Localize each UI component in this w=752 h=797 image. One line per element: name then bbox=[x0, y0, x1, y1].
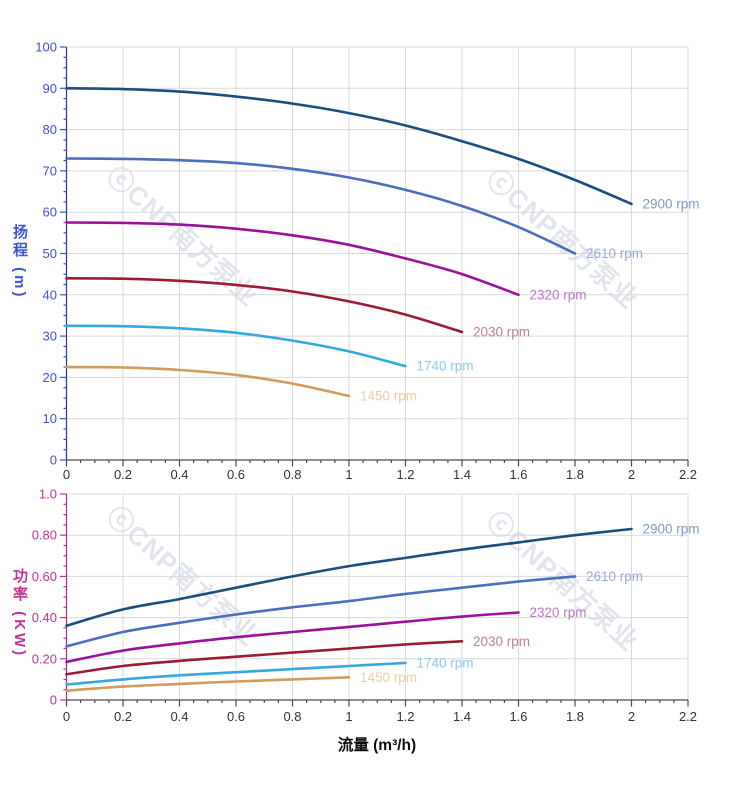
curve-head-2320-rpm bbox=[65, 221, 520, 297]
x-tick-label: 1 bbox=[345, 709, 352, 724]
curve-power-2030-rpm bbox=[65, 640, 464, 676]
x-tick-label: 2 bbox=[628, 709, 635, 724]
y-tick-label: 70 bbox=[43, 163, 57, 178]
y-tick-label: 100 bbox=[35, 40, 57, 55]
power-y-tick-labels: 0 0.20 0.40 0.60 0.80 1.0 bbox=[32, 487, 57, 708]
series-label-power-2610-rpm: 2610 rpm bbox=[586, 569, 643, 584]
head-y-axis-title: 扬程 (m) bbox=[11, 224, 28, 300]
power-gridlines bbox=[66, 493, 689, 700]
head-y-axis bbox=[60, 46, 68, 461]
curve-power-2320-rpm bbox=[65, 611, 520, 664]
curve-head-2030-rpm bbox=[65, 277, 464, 334]
curve-power-2900-rpm bbox=[65, 527, 633, 628]
series-label-power-1740-rpm: 1740 rpm bbox=[417, 655, 474, 670]
power-x-tick-labels: 0 0.2 0.4 0.6 0.8 1 1.2 1.4 1.6 1.8 2 2.2 bbox=[63, 709, 697, 724]
y-tick-label: 0.40 bbox=[32, 610, 57, 625]
y-tick-label: 10 bbox=[43, 411, 57, 426]
x-tick-label: 0.2 bbox=[114, 709, 132, 724]
x-tick-label: 0 bbox=[63, 467, 70, 482]
x-tick-label: 2.2 bbox=[679, 467, 697, 482]
x-tick-label: 1.4 bbox=[453, 467, 471, 482]
power-x-axis bbox=[65, 699, 689, 707]
y-tick-label: 0.80 bbox=[32, 528, 57, 543]
x-tick-label: 0.8 bbox=[283, 709, 301, 724]
x-axis-title: 流量 (m³/h) bbox=[337, 737, 417, 754]
x-tick-label: 0.4 bbox=[170, 467, 188, 482]
power-y-axis-title: 功率 (KW) bbox=[11, 568, 28, 659]
curve-power-1450-rpm bbox=[65, 676, 351, 692]
x-tick-label: 1.2 bbox=[396, 709, 414, 724]
curve-power-1740-rpm bbox=[65, 661, 407, 686]
y-tick-label: 50 bbox=[43, 246, 57, 261]
y-tick-label: 90 bbox=[43, 81, 57, 96]
power-y-axis bbox=[60, 493, 68, 701]
curve-power-2610-rpm bbox=[65, 575, 577, 648]
head-chart: 0 0.2 0.4 0.6 0.8 1 1.2 1.4 1.6 1.8 2 2.2 0 10 20 30 40 5… bbox=[35, 40, 699, 483]
y-tick-label: 30 bbox=[43, 329, 57, 344]
curve-head-1740-rpm bbox=[65, 324, 407, 368]
y-tick-label: 0 bbox=[50, 693, 57, 708]
x-tick-label: 0.6 bbox=[227, 467, 245, 482]
x-tick-label: 0.2 bbox=[114, 467, 132, 482]
x-tick-label: 1.4 bbox=[453, 709, 471, 724]
x-tick-label: 1 bbox=[345, 467, 352, 482]
series-label-head-2610-rpm: 2610 rpm bbox=[586, 246, 643, 261]
curve-head-2610-rpm bbox=[65, 157, 577, 255]
head-x-tick-labels: 0 0.2 0.4 0.6 0.8 1 1.2 1.4 1.6 1.8 2 2.2 bbox=[63, 467, 697, 482]
power-chart: 0 0.2 0.4 0.6 0.8 1 1.2 1.4 1.6 1.8 2 2.200.200.400… bbox=[32, 487, 700, 725]
series-label-head-2320-rpm: 2320 rpm bbox=[530, 287, 587, 302]
x-tick-label: 2 bbox=[628, 467, 635, 482]
x-tick-label: 1.6 bbox=[509, 467, 527, 482]
head-y-tick-labels: 0 10 20 30 40 50 60 70 80 90 100 bbox=[35, 40, 57, 468]
series-label-head-2030-rpm: 2030 rpm bbox=[473, 325, 530, 340]
x-tick-label: 0.6 bbox=[227, 709, 245, 724]
y-tick-label: 60 bbox=[43, 205, 57, 220]
head-gridlines bbox=[66, 46, 689, 460]
y-tick-label: 1.0 bbox=[39, 487, 57, 502]
series-label-head-2900-rpm: 2900 rpm bbox=[643, 196, 700, 211]
series-label-power-2030-rpm: 2030 rpm bbox=[473, 634, 530, 649]
series-label-power-2900-rpm: 2900 rpm bbox=[643, 522, 700, 537]
x-tick-label: 1.6 bbox=[509, 709, 527, 724]
x-tick-label: 1.8 bbox=[566, 709, 584, 724]
x-tick-label: 0.8 bbox=[283, 467, 301, 482]
x-tick-label: 1.8 bbox=[566, 467, 584, 482]
curve-head-1450-rpm bbox=[65, 365, 351, 398]
series-label-power-1450-rpm: 1450 rpm bbox=[360, 670, 417, 685]
series-label-head-1740-rpm: 1740 rpm bbox=[417, 359, 474, 374]
y-tick-label: 80 bbox=[43, 122, 57, 137]
y-tick-label: 0.60 bbox=[32, 569, 57, 584]
x-tick-label: 2.2 bbox=[679, 709, 697, 724]
y-tick-label: 40 bbox=[43, 287, 57, 302]
series-label-power-2320-rpm: 2320 rpm bbox=[530, 605, 587, 620]
series-label-head-1450-rpm: 1450 rpm bbox=[360, 389, 417, 404]
x-tick-label: 1.2 bbox=[396, 467, 414, 482]
x-tick-label: 0 bbox=[63, 709, 70, 724]
y-tick-label: 20 bbox=[43, 370, 57, 385]
head-x-axis bbox=[65, 459, 689, 467]
curve-head-2900-rpm bbox=[65, 87, 633, 206]
x-tick-label: 0.4 bbox=[170, 709, 188, 724]
y-tick-label: 0.20 bbox=[32, 651, 57, 666]
y-tick-label: 0 bbox=[50, 453, 57, 468]
